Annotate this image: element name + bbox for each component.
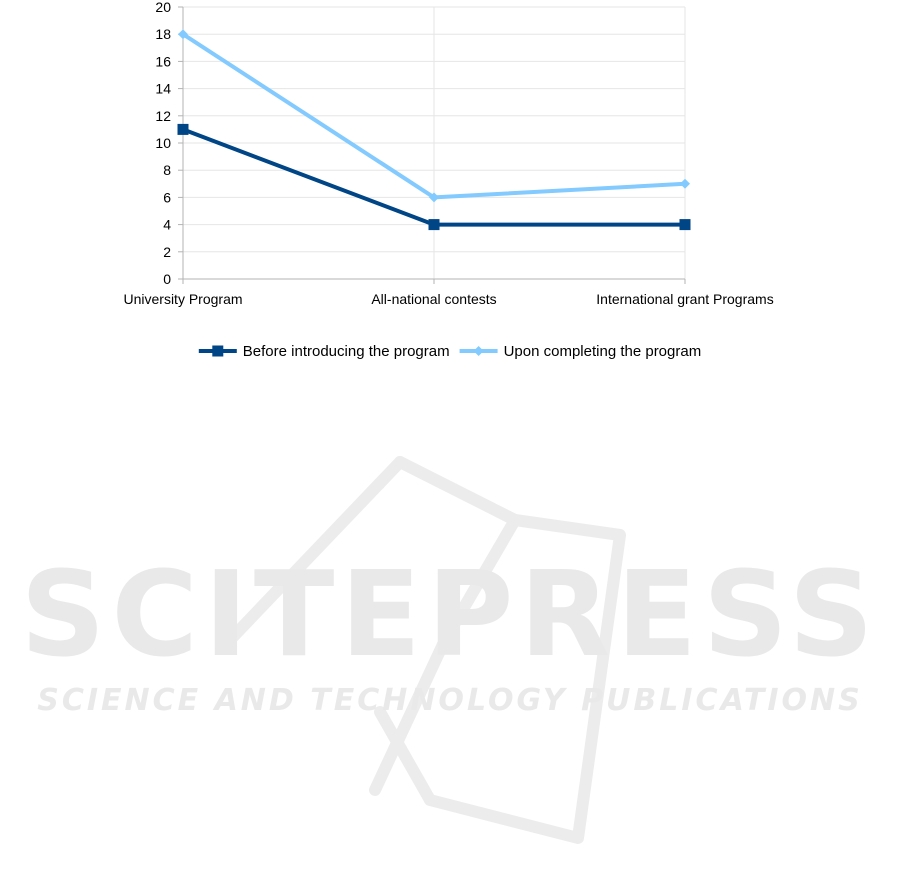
watermark-subtitle: SCIENCE AND TECHNOLOGY PUBLICATIONS [37, 683, 863, 718]
axes [182, 7, 685, 280]
y-tick-label: 14 [155, 81, 171, 97]
y-tick-labels: 0 2 4 6 8 10 12 14 16 18 20 [155, 0, 171, 287]
y-tick-label: 20 [155, 0, 171, 15]
y-tick-label: 4 [163, 217, 171, 233]
watermark-title: SCITEPRESS [20, 545, 879, 683]
x-tick-label: University Program [123, 291, 242, 307]
y-tick-label: 10 [155, 135, 171, 151]
y-tick-label: 12 [155, 108, 171, 124]
y-tick-label: 18 [155, 26, 171, 42]
x-tick-label: International grant Programs [596, 291, 773, 307]
book-logo-icon [224, 456, 626, 844]
legend-label-2: Upon completing the program [504, 343, 702, 360]
x-tick-labels: University Program All-national contests I… [123, 291, 773, 307]
legend-swatch-marker [473, 346, 484, 356]
gridlines [178, 6, 686, 284]
legend-swatch-marker [212, 345, 224, 357]
y-tick-label: 2 [163, 244, 171, 260]
y-tick-label: 0 [163, 271, 171, 287]
y-tick-label: 8 [163, 162, 171, 178]
y-tick-label: 16 [155, 53, 171, 69]
data-point [177, 123, 189, 135]
y-tick-label: 6 [163, 189, 171, 205]
data-point [178, 29, 188, 40]
legend-label-1: Before introducing the program [243, 343, 450, 360]
series-lines [177, 29, 691, 231]
x-tick-label: All-national contests [371, 291, 496, 307]
data-point [679, 219, 691, 231]
legend: Before introducing the program Upon compl… [198, 343, 702, 360]
data-point [428, 219, 440, 231]
data-point [680, 178, 690, 189]
data-point [429, 192, 439, 203]
